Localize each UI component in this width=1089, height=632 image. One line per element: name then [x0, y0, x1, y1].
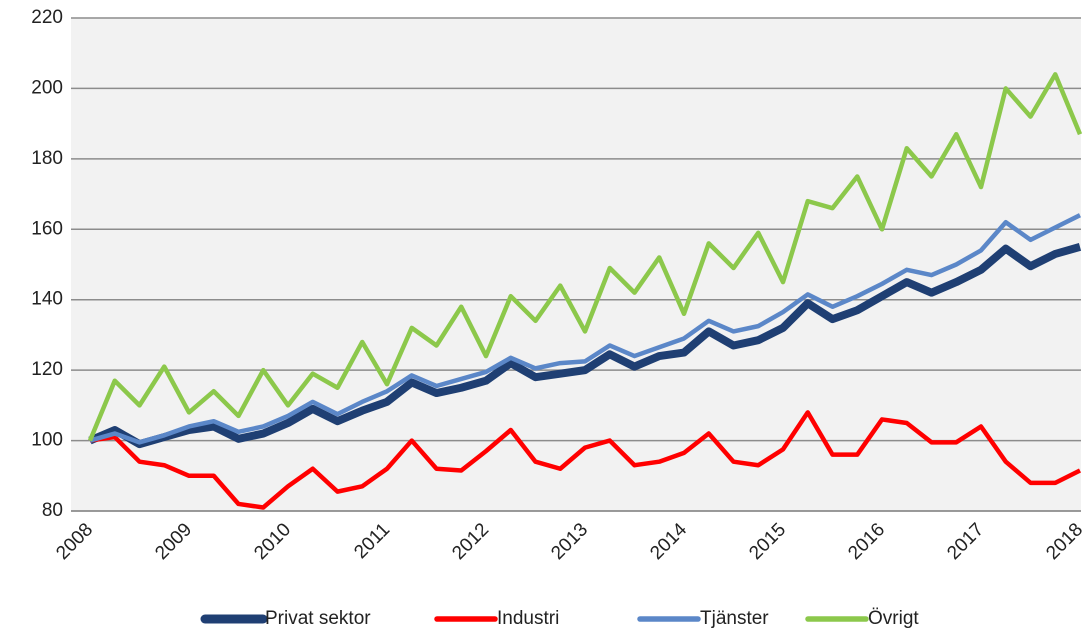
legend-label: Industri: [497, 608, 559, 629]
x-tick-label: 2016: [844, 519, 889, 564]
x-tick-label: 2013: [547, 519, 592, 564]
legend-label: Tjänster: [700, 608, 769, 629]
y-tick-label: 180: [31, 148, 63, 169]
x-tick-label: 2017: [943, 519, 988, 564]
x-tick-label: 2018: [1042, 519, 1087, 564]
x-tick-label: 2010: [250, 519, 295, 564]
y-tick-label: 160: [31, 218, 63, 239]
y-tick-label: 80: [42, 500, 63, 521]
series-line: [88, 243, 1082, 449]
series-line: [89, 213, 1082, 445]
x-tick-label: 2008: [52, 519, 97, 564]
x-tick-label: 2014: [646, 519, 691, 564]
y-tick-label: 200: [31, 77, 63, 98]
x-tick-label: 2011: [350, 519, 394, 563]
legend-label: Övrigt: [868, 608, 919, 629]
x-tick-label: 2015: [745, 519, 790, 564]
x-tick-label: 2012: [448, 519, 493, 564]
y-tick-label: 140: [31, 289, 63, 310]
y-tick-label: 120: [31, 359, 63, 380]
y-tick-label: 220: [31, 7, 63, 28]
legend-label: Privat sektor: [265, 608, 371, 629]
plot-area: [71, 18, 1081, 511]
series-line: [89, 410, 1082, 510]
series-line: [87, 72, 1083, 442]
y-tick-label: 100: [31, 430, 63, 451]
x-tick-label: 2009: [151, 519, 196, 564]
